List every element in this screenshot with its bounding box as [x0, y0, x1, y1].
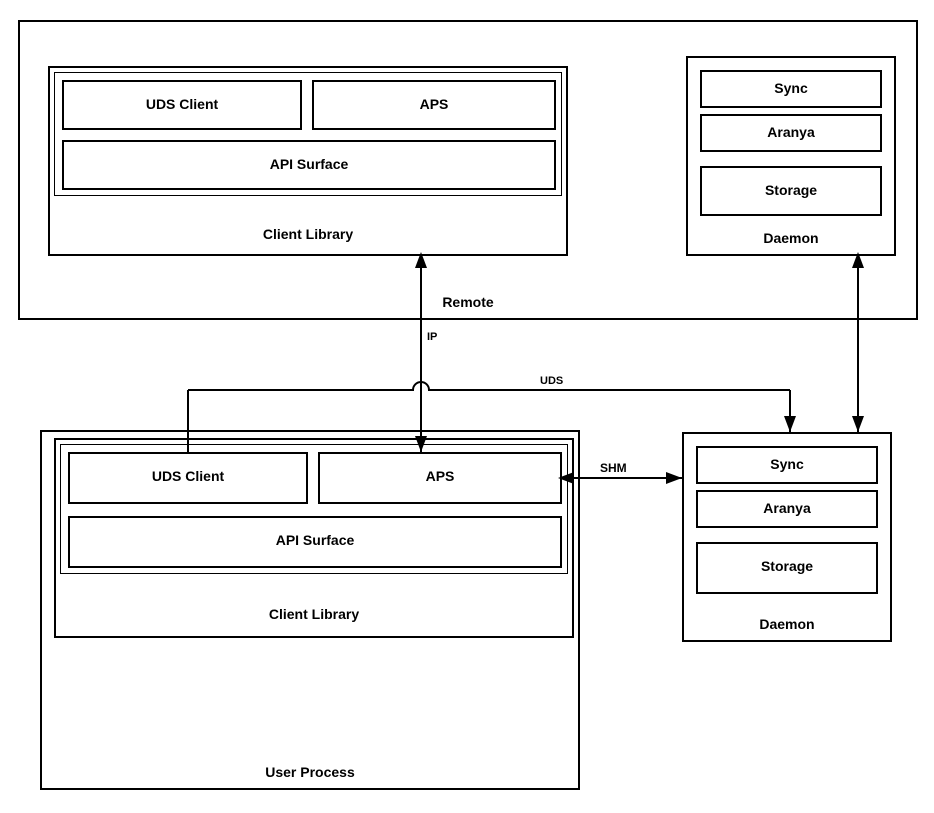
edge-ip-label: IP — [427, 331, 437, 343]
daemon-top-label: Daemon — [686, 230, 896, 246]
uds-client-top-label: UDS Client — [62, 96, 302, 112]
sync-top-label: Sync — [700, 80, 882, 96]
aps-bottom-label: APS — [318, 468, 562, 484]
storage-bottom-label: Storage — [696, 558, 878, 574]
edge-uds-horizontal — [188, 382, 790, 390]
daemon-bottom-label: Daemon — [682, 616, 892, 632]
diagram-canvas: Remote Client Library UDS Client APS API… — [0, 0, 934, 813]
uds-client-bottom-label: UDS Client — [68, 468, 308, 484]
client-library-top-label: Client Library — [48, 226, 568, 242]
aranya-top-label: Aranya — [700, 124, 882, 140]
edge-shm-label: SHM — [600, 461, 627, 475]
remote-label: Remote — [18, 294, 918, 310]
api-surface-top-label: API Surface — [62, 156, 556, 172]
user-process-label: User Process — [40, 764, 580, 780]
sync-bottom-label: Sync — [696, 456, 878, 472]
edge-uds-label: UDS — [540, 375, 563, 387]
api-surface-bottom-label: API Surface — [68, 532, 562, 548]
storage-top-label: Storage — [700, 182, 882, 198]
client-library-bottom-label: Client Library — [54, 606, 574, 622]
aps-top-label: APS — [312, 96, 556, 112]
aranya-bottom-label: Aranya — [696, 500, 878, 516]
